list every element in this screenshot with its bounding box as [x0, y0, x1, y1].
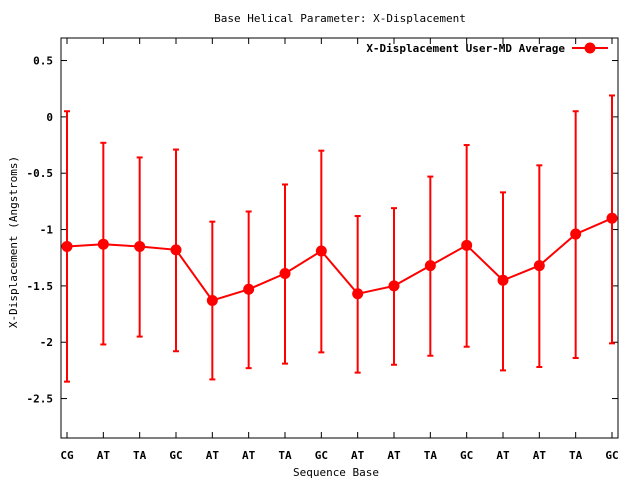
data-point: [461, 239, 473, 251]
x-tick-label: GC: [605, 449, 618, 462]
data-point: [497, 274, 509, 286]
x-axis: CG AT TA GC AT AT TA GC AT AT TA GC AT AT TA GC: [60, 38, 619, 462]
y-tick-label: 0: [46, 111, 53, 124]
x-tick-label: AT: [242, 449, 256, 462]
x-tick-label: AT: [387, 449, 401, 462]
y-tick-label: 0.5: [33, 55, 53, 68]
data-point: [388, 280, 400, 292]
x-tick-label: AT: [496, 449, 510, 462]
data-point: [97, 238, 109, 250]
y-tick-label: -0.5: [27, 167, 54, 180]
legend-label: X-Displacement User-MD Average: [366, 42, 565, 55]
data-point: [606, 212, 618, 224]
y-axis: 0.5 0 -0.5 -1 -1.5 -2 -2.5: [27, 55, 618, 406]
x-tick-label: AT: [351, 449, 365, 462]
data-point: [243, 283, 255, 295]
data-points: [61, 212, 618, 307]
data-point: [424, 260, 436, 272]
data-point: [134, 240, 146, 252]
y-tick-label: -2.5: [27, 393, 54, 406]
x-tick-label: TA: [424, 449, 438, 462]
x-tick-label: TA: [569, 449, 583, 462]
data-point: [533, 260, 545, 272]
data-point: [170, 244, 182, 256]
x-tick-label: GC: [315, 449, 328, 462]
data-point: [61, 240, 73, 252]
x-axis-label: Sequence Base: [293, 466, 379, 479]
data-point: [570, 228, 582, 240]
y-tick-label: -1.5: [27, 280, 54, 293]
data-point: [279, 267, 291, 279]
series-line: [66, 217, 613, 302]
y-tick-label: -2: [40, 336, 53, 349]
x-tick-label: CG: [60, 449, 74, 462]
y-axis-label: X-Displacement (Angstroms): [7, 156, 20, 328]
x-tick-label: GC: [169, 449, 182, 462]
x-tick-label: GC: [460, 449, 473, 462]
x-tick-label: AT: [206, 449, 220, 462]
x-tick-label: AT: [97, 449, 111, 462]
legend-marker-swatch: [584, 42, 596, 54]
x-tick-label: TA: [278, 449, 292, 462]
x-tick-label: AT: [533, 449, 547, 462]
legend: X-Displacement User-MD Average: [366, 42, 608, 55]
data-point: [206, 295, 218, 307]
chart-title: Base Helical Parameter: X-Displacement: [214, 12, 466, 25]
x-tick-label: TA: [133, 449, 147, 462]
y-tick-label: -1: [40, 224, 54, 237]
error-bars: [64, 94, 615, 383]
plot-frame: [60, 37, 619, 439]
data-point: [315, 245, 327, 257]
data-point: [352, 288, 364, 300]
